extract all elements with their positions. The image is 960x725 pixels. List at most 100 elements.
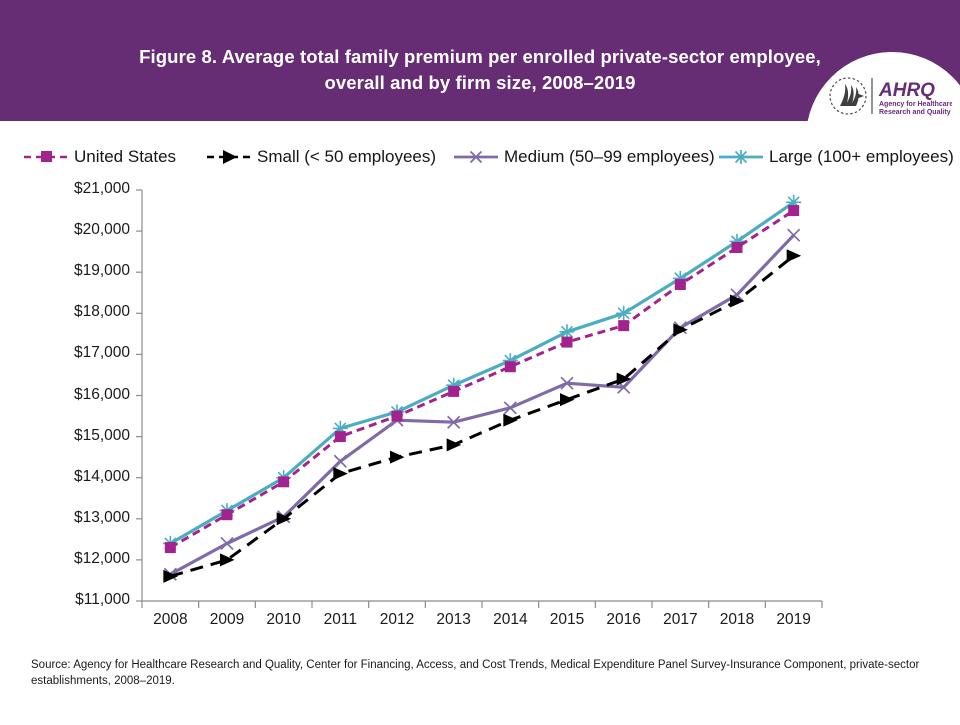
marker-square-icon (561, 336, 573, 348)
marker-square-icon (334, 431, 346, 443)
legend-label-0: United States (74, 147, 177, 166)
marker-x-icon (560, 376, 574, 390)
chart-legend: United States Small (< 50 employees) Mediu… (0, 140, 960, 174)
marker-asterisk-icon (672, 270, 688, 286)
marker-x-icon (503, 401, 517, 415)
series-line-3 (169, 200, 795, 545)
legend-item-2[interactable]: Medium (50–99 employees) (452, 140, 715, 174)
legend-swatch-square-icon (22, 146, 70, 168)
x-axis-label-1: 2009 (209, 611, 245, 628)
x-axis-label-0: 2008 (153, 611, 188, 628)
data-point-0-6[interactable] (504, 361, 516, 373)
marker-asterisk-icon (559, 324, 575, 340)
x-axis-label-11: 2019 (776, 611, 811, 628)
marker-x-icon (447, 415, 461, 429)
data-point-3-11[interactable] (786, 194, 802, 210)
data-point-0-4[interactable] (391, 410, 403, 422)
data-point-0-0[interactable] (164, 542, 176, 554)
data-point-1-8[interactable] (616, 372, 632, 386)
legend-item-1[interactable]: Small (< 50 employees) (205, 140, 436, 174)
series-line-2 (169, 234, 795, 576)
marker-square-icon (618, 320, 630, 332)
data-point-0-5[interactable] (448, 385, 460, 397)
marker-square-icon (731, 242, 743, 254)
y-axis-label-10: $21,000 (73, 180, 130, 197)
data-point-1-5[interactable] (446, 438, 462, 452)
ahrq-logo: AHRQ Agency for Healthcare Research and … (826, 74, 953, 118)
data-point-2-3[interactable] (333, 454, 347, 468)
legend-label-1: Small (< 50 employees) (257, 147, 437, 166)
marker-triangle-icon (163, 569, 178, 583)
data-point-0-11[interactable] (788, 205, 800, 217)
legend-item-3[interactable]: Large (100+ employees) (717, 140, 954, 174)
data-point-0-2[interactable] (278, 476, 290, 488)
data-point-1-6[interactable] (503, 413, 518, 427)
marker-triangle-icon (616, 372, 632, 386)
marker-triangle-icon (276, 512, 292, 526)
data-point-2-6[interactable] (503, 401, 517, 415)
data-point-1-10[interactable] (730, 294, 745, 308)
marker-square-icon (391, 410, 403, 422)
data-point-2-7[interactable] (560, 376, 574, 390)
data-point-1-3[interactable] (333, 467, 348, 481)
legend-swatch-x-icon (452, 146, 500, 168)
marker-square-icon (164, 542, 176, 554)
marker-asterisk-icon (729, 233, 745, 249)
page-title: Figure 8. Average total family premium p… (139, 46, 821, 93)
marker-asterisk-icon (786, 194, 802, 210)
marker-triangle-icon (333, 467, 348, 481)
y-axis-label-5: $16,000 (73, 385, 130, 403)
data-point-2-1[interactable] (220, 536, 234, 551)
x-axis-label-2: 2010 (266, 611, 301, 628)
data-point-1-9[interactable] (673, 323, 688, 337)
data-point-3-6[interactable] (502, 353, 518, 369)
marker-square-icon (278, 476, 290, 488)
marker-asterisk-icon (446, 377, 462, 393)
data-point-0-7[interactable] (561, 336, 573, 348)
data-point-2-5[interactable] (447, 415, 461, 429)
data-point-1-0[interactable] (163, 569, 178, 583)
legend-label-2: Medium (50–99 employees) (504, 147, 715, 166)
data-point-1-4[interactable] (390, 450, 405, 464)
legend-swatch-triangle-icon (205, 146, 253, 168)
data-point-3-9[interactable] (672, 270, 688, 286)
x-axis-label-5: 2013 (436, 611, 471, 628)
data-point-2-11[interactable] (787, 228, 801, 242)
data-point-1-7[interactable] (560, 393, 575, 407)
marker-triangle-icon (560, 393, 575, 407)
marker-asterisk-icon (616, 305, 632, 321)
x-axis-label-9: 2017 (663, 611, 698, 628)
marker-triangle-icon (390, 450, 405, 464)
data-point-0-3[interactable] (334, 431, 346, 443)
data-point-3-10[interactable] (729, 233, 745, 249)
data-point-3-7[interactable] (559, 324, 575, 340)
marker-square-icon (674, 279, 686, 291)
marker-asterisk-icon (332, 420, 348, 436)
marker-triangle-icon (786, 249, 802, 263)
data-point-3-3[interactable] (332, 420, 348, 436)
legend-label-3: Large (100+ employees) (769, 147, 954, 166)
x-axis-label-10: 2018 (719, 611, 755, 628)
y-axis-label-6: $17,000 (73, 344, 130, 362)
marker-triangle-icon (220, 553, 235, 567)
data-point-1-2[interactable] (276, 512, 292, 526)
data-point-1-11[interactable] (786, 249, 802, 263)
marker-square-icon (504, 361, 516, 373)
y-axis-label-9: $20,000 (73, 221, 130, 239)
x-axis-label-6: 2014 (493, 611, 528, 628)
data-point-0-8[interactable] (618, 320, 630, 332)
data-point-3-5[interactable] (446, 377, 462, 393)
y-axis-label-8: $19,000 (73, 262, 130, 280)
source-note: Source: Agency for Healthcare Research a… (31, 659, 920, 687)
series-line-1 (169, 254, 795, 578)
legend-item-0[interactable]: United States (22, 140, 176, 174)
data-point-3-8[interactable] (616, 305, 632, 321)
ahrq-tagline-2: Research and Quality (879, 109, 951, 116)
data-point-0-10[interactable] (731, 242, 743, 254)
marker-x-icon (220, 536, 234, 551)
data-point-0-9[interactable] (674, 279, 686, 291)
data-point-0-1[interactable] (221, 509, 233, 521)
data-point-1-1[interactable] (220, 553, 235, 567)
y-axis-label-7: $18,000 (73, 303, 130, 321)
